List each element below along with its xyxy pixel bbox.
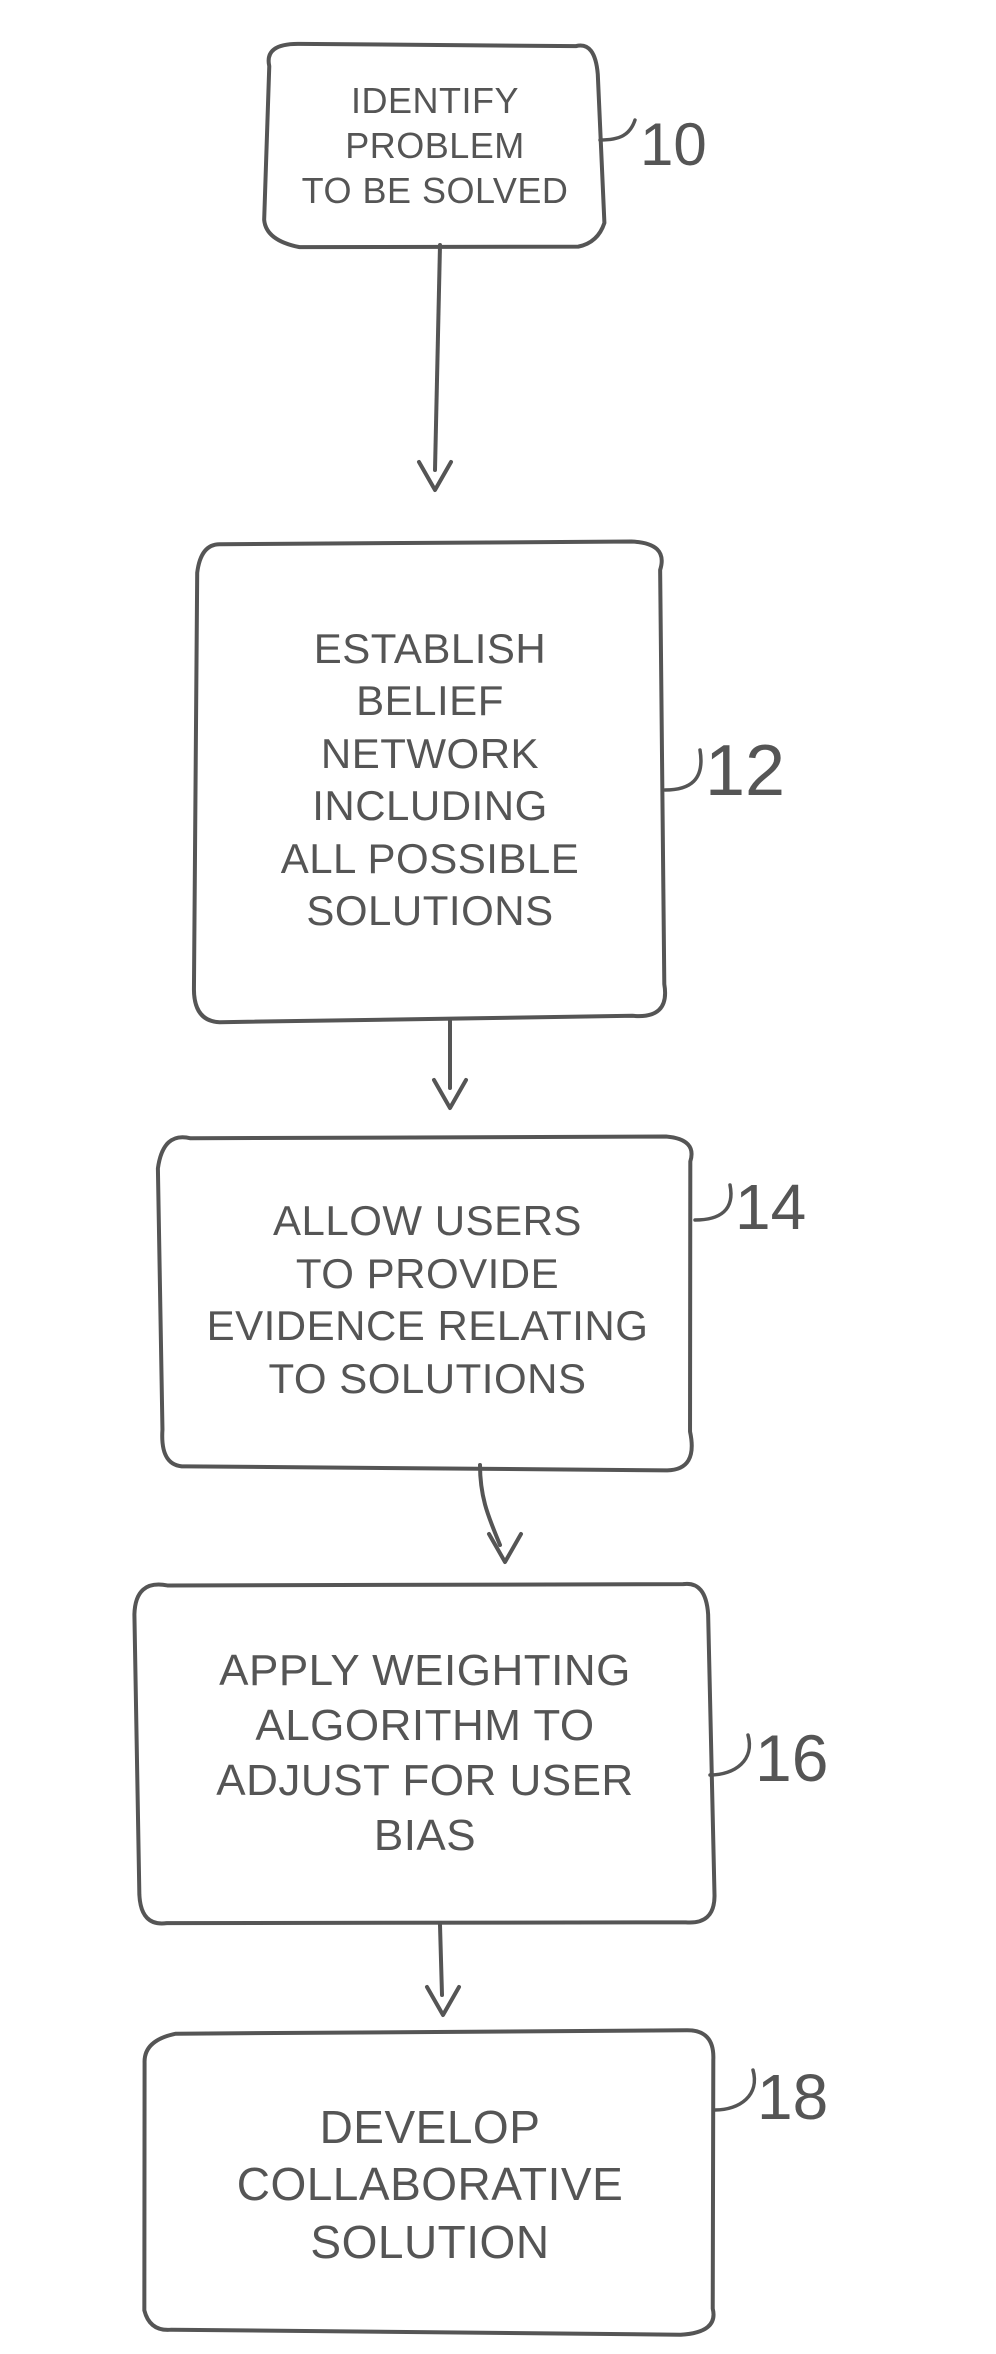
node-18-leader: [715, 2070, 754, 2110]
node-12-ref: 12: [705, 730, 785, 812]
node-10-label: Identify Problem To Be Solved: [282, 63, 588, 227]
edge-16-18: [440, 1925, 442, 1995]
node-14-label: Allow Users To Provide Evidence Relating…: [172, 1153, 683, 1447]
node-14-ref: 14: [735, 1170, 806, 1244]
node-10-ref: 10: [640, 110, 707, 179]
node-18-label: Develop Collaborative Solution: [157, 2053, 703, 2317]
node-16-leader: [710, 1735, 749, 1775]
node-16-ref: 16: [755, 1720, 828, 1796]
node-10-leader: [600, 120, 635, 140]
node-14-leader: [695, 1185, 731, 1220]
node-12-leader: [665, 750, 701, 790]
flowchart-stage: Identify Problem To Be Solved 10 Establish…: [0, 0, 996, 2354]
node-18-ref: 18: [757, 2060, 828, 2134]
edge-10-12: [435, 245, 440, 470]
node-12-label: Establish Belief Network Including All P…: [207, 558, 653, 1002]
node-16-label: Apply Weighting Algorithm To Adjust for …: [152, 1598, 698, 1907]
